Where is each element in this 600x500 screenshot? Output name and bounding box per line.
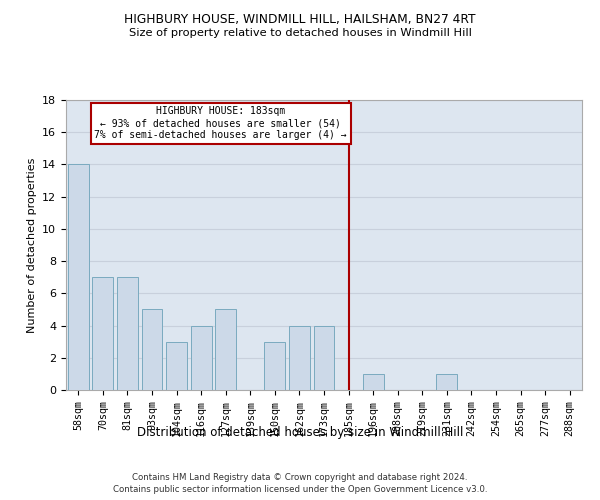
Bar	[68, 164, 89, 390]
Bar	[142, 310, 163, 390]
Text: Size of property relative to detached houses in Windmill Hill: Size of property relative to detached ho…	[128, 28, 472, 38]
Text: Contains public sector information licensed under the Open Government Licence v3: Contains public sector information licen…	[113, 485, 487, 494]
Bar	[314, 326, 334, 390]
Y-axis label: Number of detached properties: Number of detached properties	[26, 158, 37, 332]
Text: HIGHBURY HOUSE: 183sqm
← 93% of detached houses are smaller (54)
7% of semi-deta: HIGHBURY HOUSE: 183sqm ← 93% of detached…	[94, 106, 347, 140]
Bar	[289, 326, 310, 390]
Text: Distribution of detached houses by size in Windmill Hill: Distribution of detached houses by size …	[137, 426, 463, 439]
Bar	[265, 342, 286, 390]
Text: HIGHBURY HOUSE, WINDMILL HILL, HAILSHAM, BN27 4RT: HIGHBURY HOUSE, WINDMILL HILL, HAILSHAM,…	[124, 12, 476, 26]
Bar	[191, 326, 212, 390]
Bar	[362, 374, 383, 390]
Bar	[117, 277, 138, 390]
Bar	[436, 374, 457, 390]
Bar	[92, 277, 113, 390]
Bar	[215, 310, 236, 390]
Text: Contains HM Land Registry data © Crown copyright and database right 2024.: Contains HM Land Registry data © Crown c…	[132, 472, 468, 482]
Bar	[166, 342, 187, 390]
